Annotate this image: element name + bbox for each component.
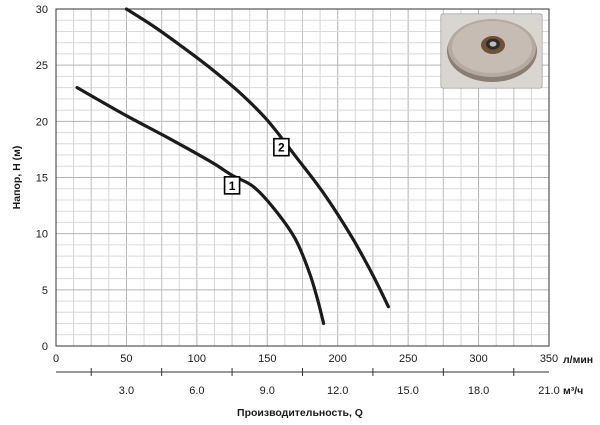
y-tick-labels: 0 5 10 15 20 25 30	[36, 4, 48, 353]
x-secondary-tick-label: 3.0	[119, 385, 134, 397]
x-unit-secondary: м³/ч	[563, 385, 583, 397]
y-tick-label: 10	[36, 229, 48, 241]
y-axis-title: Напор, H (м)	[11, 146, 23, 210]
x-tick-label: 0	[53, 353, 59, 365]
series-label-1: 1	[229, 179, 236, 193]
series-label-box-1	[223, 176, 241, 195]
chart-grid	[55, 8, 550, 347]
series-line-2	[124, 7, 390, 309]
x-secondary-tick-label: 9.0	[260, 385, 275, 397]
x-tick-label: 100	[188, 353, 206, 365]
x-tick-label: 250	[399, 353, 417, 365]
x-tick-labels-secondary: 3.0 6.0 9.0 12.0 15.0 18.0 21.0	[90, 368, 560, 397]
x-secondary-tick-label: 18.0	[468, 385, 489, 397]
series-line-1	[75, 86, 326, 326]
x-secondary-tick-label: 6.0	[189, 385, 204, 397]
x-tick-label: 200	[329, 353, 347, 365]
x-secondary-tick-label: 21.0	[538, 385, 559, 397]
x-tick-label: 300	[469, 353, 487, 365]
series-label-box-2	[273, 137, 290, 157]
x-tick-label: 350	[540, 353, 558, 365]
x-axis-title: Производительность, Q	[237, 407, 363, 419]
x-tick-labels-primary: 0 50 100 150 200 250 300 350	[53, 353, 558, 365]
x-tick-label: 150	[258, 353, 276, 365]
impeller-photo-inset	[440, 13, 543, 89]
y-tick-label: 20	[36, 116, 48, 128]
series-label-2: 2	[278, 141, 285, 155]
x-secondary-tick-label: 12.0	[327, 385, 348, 397]
series-curves: 12	[75, 7, 390, 326]
x-unit-primary: л/мин	[563, 354, 593, 366]
plot-frame	[55, 8, 550, 347]
y-tick-label: 5	[42, 285, 48, 297]
y-tick-label: 25	[36, 60, 48, 72]
x-secondary-tick-label: 15.0	[397, 385, 418, 397]
y-tick-label: 0	[42, 341, 48, 353]
x-tick-label: 50	[120, 353, 132, 365]
y-tick-label: 15	[36, 173, 48, 185]
y-tick-label: 30	[36, 4, 48, 16]
